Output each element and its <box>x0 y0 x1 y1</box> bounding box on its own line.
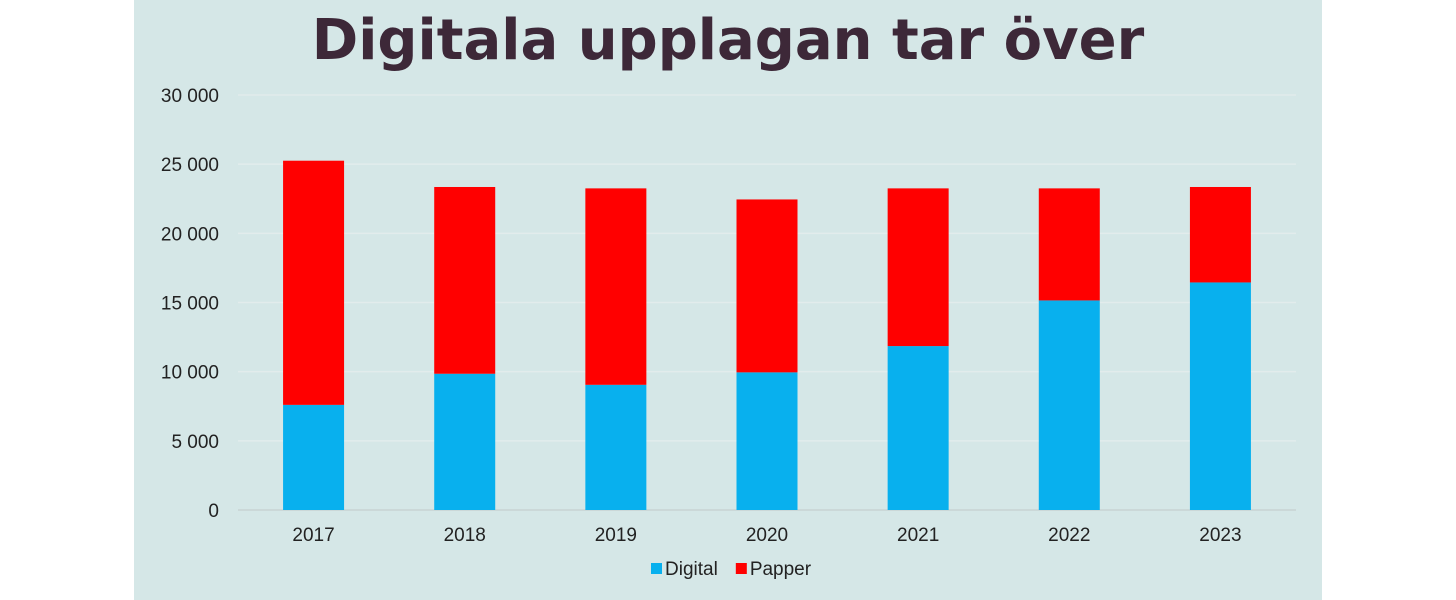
bar-papper-2021 <box>887 188 949 347</box>
x-tick-label: 2020 <box>746 525 788 546</box>
x-tick-label: 2022 <box>1048 525 1090 546</box>
y-axis-tick-labels: 0 5 000 10 000 15 000 20 000 25 000 30 000 <box>161 86 219 522</box>
y-tick-label: 5 000 <box>171 432 219 453</box>
bar-papper-2022 <box>1038 188 1100 301</box>
x-tick-label: 2023 <box>1199 525 1241 546</box>
y-tick-label: 0 <box>208 501 219 522</box>
bar-papper-2023 <box>1189 186 1251 283</box>
bar-digital-2020 <box>736 372 798 510</box>
x-tick-label: 2017 <box>292 525 334 546</box>
bar-digital-2023 <box>1189 282 1251 510</box>
legend-swatch-digital <box>651 563 662 574</box>
x-tick-label: 2019 <box>595 525 637 546</box>
bar-papper-2017 <box>283 160 345 405</box>
y-tick-label: 30 000 <box>161 86 219 107</box>
bar-digital-2022 <box>1038 300 1100 510</box>
legend-label-digital: Digital <box>665 559 718 580</box>
y-tick-label: 25 000 <box>161 155 219 176</box>
y-tick-label: 15 000 <box>161 294 219 315</box>
bar-digital-2021 <box>887 346 949 510</box>
legend-label-papper: Papper <box>750 559 812 580</box>
y-tick-label: 20 000 <box>161 224 219 245</box>
y-tick-label: 10 000 <box>161 363 219 384</box>
x-axis-tick-labels: 2017 2018 2019 2020 2021 2022 2023 <box>292 525 1241 546</box>
chart-title: Digitala upplagan tar över <box>311 8 1145 73</box>
bar-digital-2017 <box>283 404 345 510</box>
bars <box>283 160 1251 510</box>
x-tick-label: 2018 <box>444 525 486 546</box>
legend: Digital Papper <box>651 559 812 580</box>
bar-digital-2019 <box>585 384 647 510</box>
x-tick-label: 2021 <box>897 525 939 546</box>
legend-swatch-papper <box>735 563 747 574</box>
bar-papper-2019 <box>585 188 647 385</box>
bar-papper-2018 <box>434 186 496 374</box>
bar-digital-2018 <box>434 373 496 510</box>
bar-papper-2020 <box>736 199 798 373</box>
